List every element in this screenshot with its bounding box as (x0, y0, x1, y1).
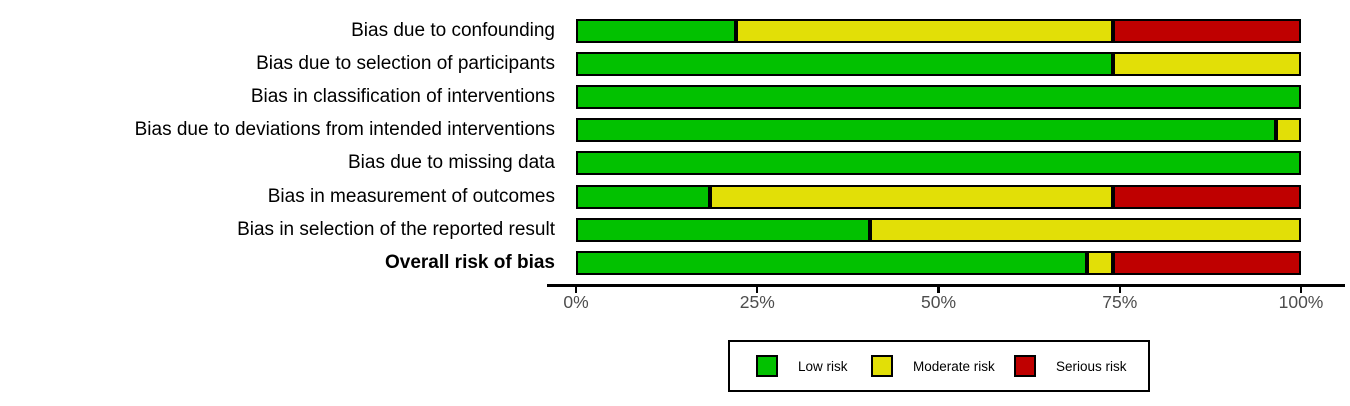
bar-segment-moderate (1275, 118, 1301, 143)
legend-label: Serious risk (1056, 358, 1127, 374)
bar-segment-low (576, 250, 1088, 275)
bar-segment-moderate (1087, 250, 1113, 275)
x-axis-tick (937, 284, 940, 293)
chart-row: Bias due to deviations from intended int… (0, 114, 1350, 147)
chart-row: Bias in measurement of outcomes (0, 180, 1350, 213)
chart-row: Bias due to missing data (0, 147, 1350, 180)
category-label: Bias due to deviations from intended int… (134, 119, 555, 141)
bar-segment-moderate (735, 18, 1113, 43)
category-label: Bias in measurement of outcomes (267, 185, 555, 207)
bar-segment-serious (1112, 184, 1301, 209)
stacked-bar (576, 250, 1301, 275)
bar-segment-low (576, 184, 711, 209)
x-tick-label: 100% (1278, 292, 1324, 312)
chart-row: Bias in classification of interventions (0, 80, 1350, 113)
stacked-bar (576, 151, 1301, 176)
chart-row: Bias due to confounding (0, 14, 1350, 47)
bar-segment-low (576, 118, 1276, 143)
stacked-bar (576, 51, 1301, 76)
x-axis-tick (1299, 284, 1303, 293)
low-risk-swatch-icon (756, 355, 778, 377)
bar-segment-serious (1112, 250, 1301, 275)
chart-row: Bias due to selection of participants (0, 47, 1350, 80)
legend-entry-serious-risk: Serious risk (1014, 355, 1127, 377)
x-axis-tick (1118, 284, 1121, 293)
x-tick-label: 50% (920, 292, 957, 312)
chart-row: Overall risk of bias (0, 246, 1350, 279)
bar-segment-moderate (869, 217, 1301, 242)
x-tick-label: 25% (739, 292, 775, 312)
bar-segment-low (576, 151, 1301, 176)
legend-label: Low risk (798, 358, 848, 374)
x-axis-tick (574, 284, 578, 293)
bar-segment-low (576, 84, 1301, 109)
moderate-risk-swatch-icon (871, 355, 893, 377)
category-label: Bias in classification of interventions (250, 85, 555, 107)
stacked-bar (576, 184, 1301, 209)
stacked-bar (576, 84, 1301, 109)
bar-segment-low (576, 217, 870, 242)
category-label-overall: Overall risk of bias (384, 251, 555, 273)
stacked-bar (576, 118, 1301, 143)
legend-entry-moderate-risk: Moderate risk (871, 355, 995, 377)
category-label: Bias due to confounding (351, 19, 555, 41)
bar-segment-low (576, 51, 1113, 76)
bar-segment-moderate (1112, 51, 1301, 76)
legend-label: Moderate risk (913, 358, 995, 374)
legend: Low risk Moderate risk Serious risk (728, 340, 1150, 392)
chart-row: Bias in selection of the reported result (0, 213, 1350, 246)
serious-risk-swatch-icon (1014, 355, 1036, 377)
x-tick-label: 0% (563, 292, 589, 312)
stacked-bar (576, 18, 1301, 43)
x-axis-tick (756, 284, 759, 293)
x-tick-label: 75% (1102, 292, 1138, 312)
category-label: Bias due to selection of participants (256, 52, 555, 74)
bar-segment-low (576, 18, 736, 43)
bar-chart-area: Bias due to confounding Bias due to sele… (0, 14, 1350, 280)
stacked-bar (576, 217, 1301, 242)
bar-segment-serious (1112, 18, 1301, 43)
category-label: Bias due to missing data (347, 152, 555, 174)
legend-entry-low-risk: Low risk (756, 355, 848, 377)
bar-segment-moderate (710, 184, 1113, 209)
x-axis-line (547, 284, 1345, 287)
category-label: Bias in selection of the reported result (237, 218, 555, 240)
